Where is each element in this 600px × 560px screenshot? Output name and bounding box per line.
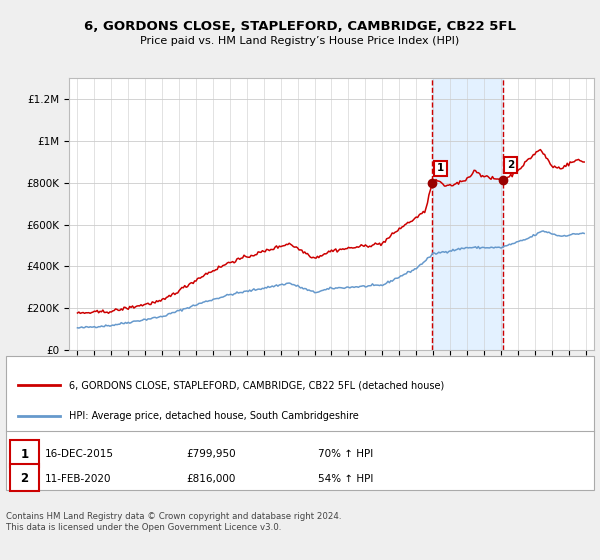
Text: 6, GORDONS CLOSE, STAPLEFORD, CAMBRIDGE, CB22 5FL: 6, GORDONS CLOSE, STAPLEFORD, CAMBRIDGE,… <box>84 20 516 32</box>
Text: HPI: Average price, detached house, South Cambridgeshire: HPI: Average price, detached house, Sout… <box>69 411 359 421</box>
Bar <box>433 78 503 350</box>
Text: Contains HM Land Registry data © Crown copyright and database right 2024.
This d: Contains HM Land Registry data © Crown c… <box>6 512 341 532</box>
Text: 11-FEB-2020: 11-FEB-2020 <box>45 474 112 484</box>
Text: 70% ↑ HPI: 70% ↑ HPI <box>318 449 373 459</box>
Text: 1: 1 <box>20 448 29 461</box>
Text: 1: 1 <box>437 164 444 174</box>
Text: 16-DEC-2015: 16-DEC-2015 <box>45 449 114 459</box>
Text: 6, GORDONS CLOSE, STAPLEFORD, CAMBRIDGE, CB22 5FL (detached house): 6, GORDONS CLOSE, STAPLEFORD, CAMBRIDGE,… <box>69 380 444 390</box>
Text: 2: 2 <box>507 160 514 170</box>
Text: 54% ↑ HPI: 54% ↑ HPI <box>318 474 373 484</box>
Text: £799,950: £799,950 <box>186 449 236 459</box>
Text: 2: 2 <box>20 472 29 485</box>
Text: Price paid vs. HM Land Registry’s House Price Index (HPI): Price paid vs. HM Land Registry’s House … <box>140 36 460 46</box>
Text: £816,000: £816,000 <box>186 474 235 484</box>
